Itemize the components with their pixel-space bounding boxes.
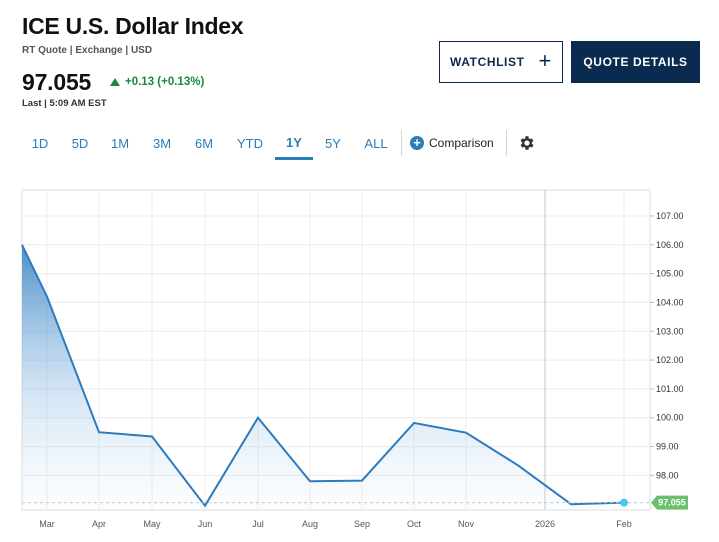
watchlist-button[interactable]: WATCHLIST + xyxy=(439,41,563,83)
y-tick-label: 103.00 xyxy=(656,326,684,336)
x-tick-label: Jul xyxy=(252,519,264,529)
quote-details-label: QUOTE DETAILS xyxy=(583,55,688,69)
x-tick-label: Nov xyxy=(458,519,475,529)
range-1y[interactable]: 1Y xyxy=(275,128,313,160)
price-area xyxy=(22,244,624,511)
page-title: ICE U.S. Dollar Index xyxy=(22,13,244,39)
y-tick-label: 102.00 xyxy=(656,355,684,365)
y-tick-label: 101.00 xyxy=(656,384,684,394)
x-tick-label: Aug xyxy=(302,519,318,529)
y-tick-label: 98.00 xyxy=(656,470,679,480)
price-change-value: +0.13 (+0.13%) xyxy=(125,76,205,88)
up-arrow-icon xyxy=(110,78,120,86)
range-all[interactable]: ALL xyxy=(364,135,388,151)
range-3m[interactable]: 3M xyxy=(152,135,172,151)
divider xyxy=(506,130,507,156)
last-price: 97.055 xyxy=(22,69,92,95)
gear-icon[interactable] xyxy=(518,134,536,152)
x-tick-label: Jun xyxy=(198,519,213,529)
price-line xyxy=(21,244,625,508)
last-price-tag: 97.055 xyxy=(651,495,688,510)
quote-details-button[interactable]: QUOTE DETAILS xyxy=(571,41,700,83)
price-change: +0.13 (+0.13%) xyxy=(110,76,204,88)
last-price-dot xyxy=(620,498,628,507)
quote-subtitle: RT Quote | Exchange | USD xyxy=(22,45,153,56)
range-ytd[interactable]: YTD xyxy=(237,135,263,151)
range-5y[interactable]: 5Y xyxy=(325,135,341,151)
x-tick-label: Mar xyxy=(39,519,55,529)
last-update-time: Last | 5:09 AM EST xyxy=(22,98,107,109)
x-tick-label: Oct xyxy=(407,519,422,529)
add-circle-icon: + xyxy=(410,136,424,150)
range-1d[interactable]: 1D xyxy=(31,135,49,151)
x-tick-label: Feb xyxy=(616,519,632,529)
x-tick-label: Apr xyxy=(92,519,106,529)
x-tick-label: 2026 xyxy=(535,519,555,529)
divider xyxy=(401,130,402,156)
y-tick-label: 99.00 xyxy=(656,442,679,452)
watchlist-label: WATCHLIST xyxy=(450,55,525,69)
y-tick-label: 106.00 xyxy=(656,240,684,250)
range-5d[interactable]: 5D xyxy=(71,135,89,151)
x-tick-label: May xyxy=(143,519,161,529)
range-1m[interactable]: 1M xyxy=(110,135,130,151)
plus-icon: + xyxy=(538,48,552,73)
y-tick-label: 107.00 xyxy=(656,211,684,221)
y-tick-label: 104.00 xyxy=(656,297,684,307)
last-price-tag-text: 97.055 xyxy=(658,498,686,508)
comparison-button[interactable]: + Comparison xyxy=(410,128,494,158)
y-tick-label: 105.00 xyxy=(656,269,684,279)
comparison-label: Comparison xyxy=(429,136,494,150)
range-6m[interactable]: 6M xyxy=(194,135,214,151)
y-tick-label: 100.00 xyxy=(656,413,684,423)
x-tick-label: Sep xyxy=(354,519,370,529)
